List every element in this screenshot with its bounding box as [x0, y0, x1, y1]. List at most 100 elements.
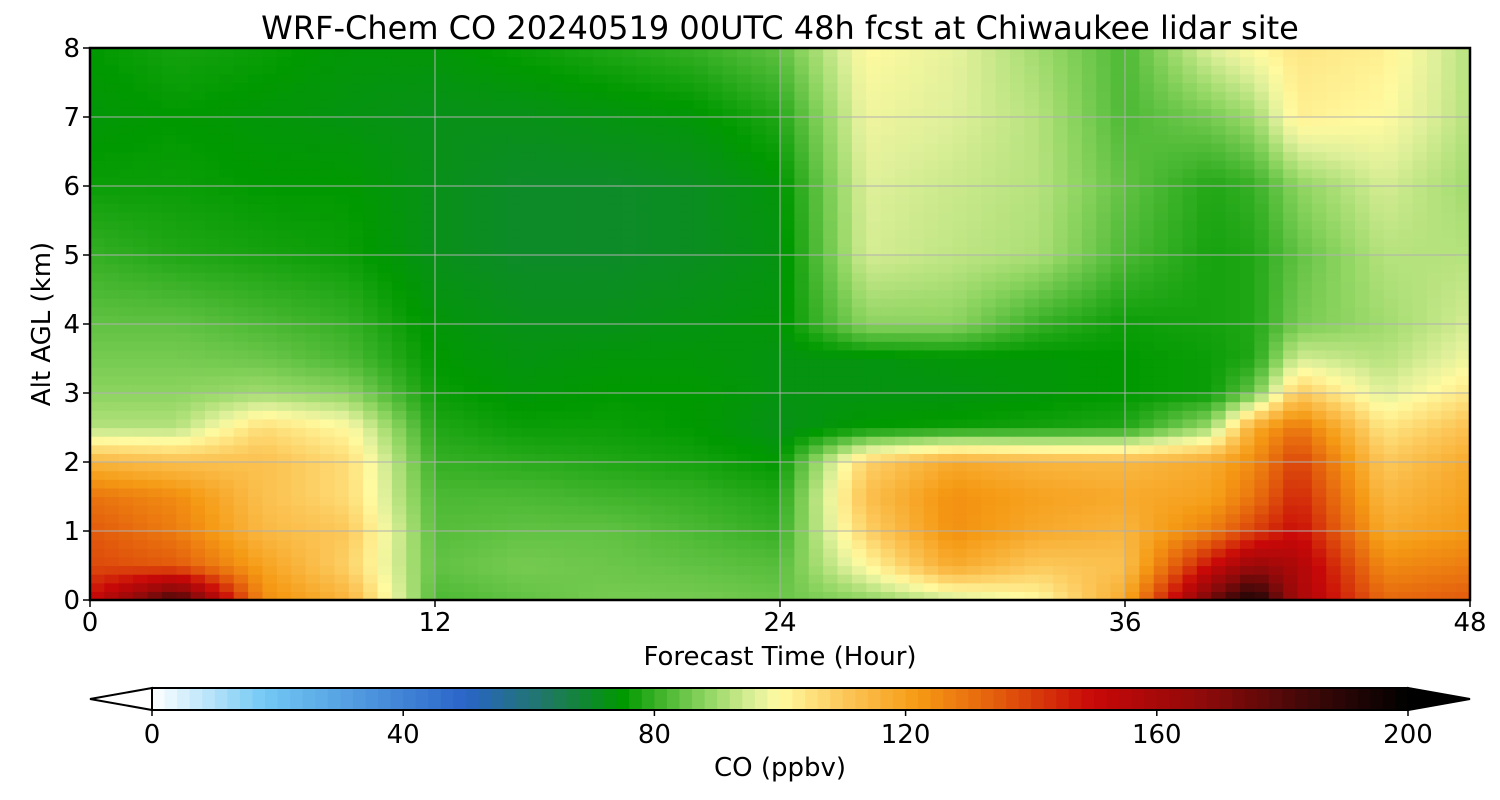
heatmap-cell — [866, 332, 882, 342]
heatmap-cell — [736, 427, 752, 437]
heatmap-cell — [104, 125, 120, 135]
heatmap-cell — [1067, 462, 1083, 472]
heatmap-cell — [521, 125, 537, 135]
heatmap-cell — [190, 582, 206, 592]
heatmap-cell — [334, 582, 350, 592]
heatmap-cell — [535, 582, 551, 592]
heatmap-cell — [593, 315, 609, 325]
heatmap-cell — [363, 470, 379, 480]
heatmap-cell — [161, 194, 177, 204]
heatmap-cell — [693, 160, 709, 170]
heatmap-cell — [1153, 324, 1169, 334]
heatmap-cell — [564, 522, 580, 532]
heatmap-cell — [981, 306, 997, 316]
heatmap-cell — [550, 306, 565, 316]
heatmap-cell — [909, 539, 925, 549]
heatmap-cell — [607, 565, 623, 575]
heatmap-cell — [722, 548, 738, 558]
heatmap-cell — [406, 211, 422, 222]
heatmap-cell — [708, 280, 724, 291]
heatmap-cell — [118, 410, 134, 420]
heatmap-cell — [1196, 65, 1212, 75]
heatmap-cell — [1081, 203, 1097, 213]
heatmap-cell — [1182, 289, 1198, 299]
heatmap-cell — [406, 556, 422, 567]
heatmap-cell — [837, 427, 853, 437]
heatmap-cell — [463, 229, 479, 239]
heatmap-cell — [736, 418, 752, 429]
heatmap-cell — [794, 410, 810, 420]
heatmap-cell — [420, 358, 436, 368]
heatmap-cell — [391, 496, 407, 506]
heatmap-cell — [938, 211, 954, 222]
heatmap-cell — [391, 341, 407, 351]
heatmap-cell — [923, 255, 939, 265]
heatmap-cell — [866, 48, 882, 58]
heatmap-cell — [808, 246, 824, 256]
heatmap-cell — [895, 142, 910, 153]
heatmap-cell — [952, 496, 968, 506]
heatmap-cell — [765, 117, 781, 127]
heatmap-cell — [564, 591, 580, 601]
heatmap-cell — [564, 479, 580, 489]
heatmap-cell — [895, 358, 910, 368]
heatmap-cell — [1110, 444, 1126, 454]
heatmap-cell — [320, 479, 335, 489]
heatmap-cell — [866, 65, 882, 75]
heatmap-cell — [248, 65, 264, 75]
heatmap-cell — [147, 401, 163, 411]
heatmap-cell — [363, 565, 379, 575]
heatmap-cell — [722, 108, 738, 118]
heatmap-cell — [492, 237, 508, 247]
heatmap-cell — [535, 168, 551, 178]
heatmap-cell — [1168, 255, 1184, 265]
heatmap-cell — [233, 401, 249, 411]
heatmap-cell — [1125, 108, 1140, 118]
heatmap-cell — [248, 393, 264, 403]
heatmap-cell — [1182, 108, 1198, 118]
heatmap-cell — [621, 384, 637, 394]
heatmap-cell — [1010, 56, 1025, 66]
heatmap-cell — [118, 324, 134, 334]
heatmap-cell — [133, 194, 149, 204]
heatmap-cell — [736, 73, 752, 84]
heatmap-cell — [391, 168, 407, 178]
heatmap-cell — [1024, 332, 1040, 342]
heatmap-cell — [1067, 324, 1083, 334]
heatmap-cell — [1110, 539, 1126, 549]
heatmap-cell — [133, 298, 149, 308]
heatmap-cell — [823, 393, 839, 403]
heatmap-cell — [550, 255, 565, 265]
heatmap-cell — [176, 177, 192, 187]
heatmap-cell — [535, 470, 551, 480]
heatmap-cell — [909, 99, 925, 109]
heatmap-cell — [104, 151, 120, 161]
heatmap-cell — [492, 531, 508, 541]
heatmap-cell — [808, 306, 824, 316]
heatmap-cell — [305, 65, 321, 75]
heatmap-cell — [334, 393, 350, 403]
heatmap-cell — [377, 186, 393, 196]
heatmap-cell — [751, 65, 767, 75]
heatmap-cell — [1024, 513, 1040, 523]
heatmap-cell — [938, 194, 954, 204]
heatmap-cell — [262, 117, 278, 127]
heatmap-cell — [535, 91, 551, 101]
heatmap-cell — [981, 99, 997, 109]
heatmap-cell — [233, 280, 249, 291]
heatmap-cell — [291, 384, 307, 394]
heatmap-cell — [650, 315, 666, 325]
heatmap-cell — [190, 194, 206, 204]
heatmap-cell — [104, 332, 120, 342]
heatmap-cell — [995, 505, 1011, 515]
heatmap-cell — [808, 453, 824, 463]
heatmap-cell — [449, 315, 465, 325]
heatmap-cell — [722, 556, 738, 567]
heatmap-cell — [190, 565, 206, 575]
heatmap-cell — [1038, 324, 1054, 334]
heatmap-cell — [693, 410, 709, 420]
heatmap-cell — [320, 82, 335, 92]
heatmap-cell — [291, 280, 307, 291]
heatmap-cell — [1153, 298, 1169, 308]
heatmap-cell — [1096, 91, 1112, 101]
